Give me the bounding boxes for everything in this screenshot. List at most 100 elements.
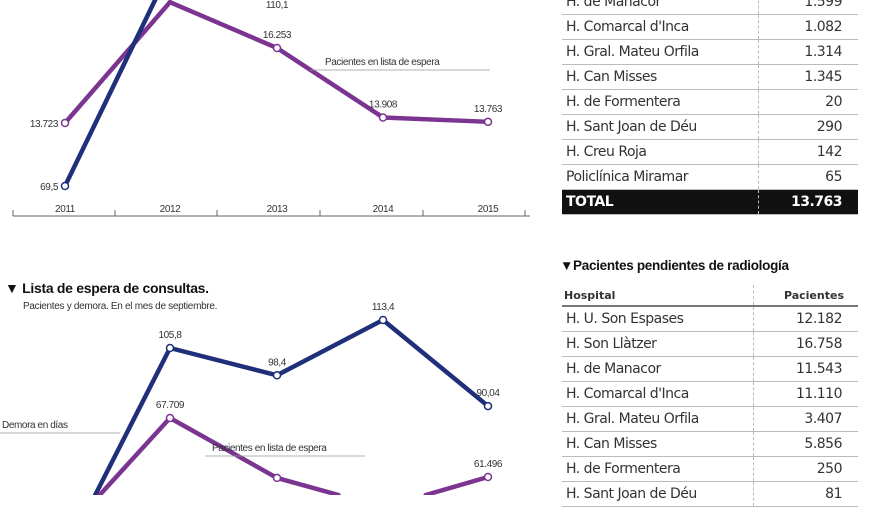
cell-value: 65 bbox=[758, 164, 858, 190]
series-line bbox=[167, 0, 280, 51]
series-line bbox=[380, 317, 491, 409]
col-hospital: Hospital bbox=[562, 285, 754, 307]
data-label: 90,04 bbox=[476, 388, 500, 399]
data-point bbox=[165, 343, 175, 353]
cell-hospital: H. Can Misses bbox=[562, 431, 754, 457]
table-row: H. U. Son Espases 12.182 bbox=[562, 306, 858, 332]
cell-value: 11.543 bbox=[753, 356, 858, 382]
series-line bbox=[92, 345, 173, 495]
series-name-label: Pacientes en lista de espera bbox=[212, 443, 327, 454]
cell-hospital: H. Can Misses bbox=[562, 64, 759, 90]
table-row: H. Comarcal d'Inca 11.110 bbox=[562, 381, 858, 407]
cell-hospital: H. Comarcal d'Inca bbox=[562, 381, 754, 407]
data-label: 67.709 bbox=[156, 400, 185, 411]
cell-value: 3.407 bbox=[753, 406, 858, 432]
table-row: H. Sant Joan de Déu 81 bbox=[562, 481, 858, 507]
data-label: 61.496 bbox=[474, 459, 503, 470]
data-label: 16.253 bbox=[263, 30, 292, 41]
cell-hospital: H. Gral. Mateu Orfila bbox=[562, 406, 754, 432]
table-row: H. Comarcal d'Inca 1.082 bbox=[562, 14, 858, 40]
data-label: 113,4 bbox=[372, 302, 395, 313]
data-point bbox=[483, 472, 493, 482]
data-point bbox=[60, 118, 70, 128]
cell-value: 20 bbox=[758, 89, 858, 115]
cell-hospital: H. Comarcal d'Inca bbox=[562, 14, 759, 40]
cell-hospital: H. Gral. Mateu Orfila bbox=[562, 39, 759, 65]
chart2-title: ▼ Lista de espera de consultas. bbox=[5, 280, 209, 296]
data-point bbox=[272, 43, 282, 53]
cell-value: 290 bbox=[758, 114, 858, 140]
data-point bbox=[483, 401, 493, 411]
triangle-icon: ▼ bbox=[5, 280, 23, 296]
total-row: TOTAL 13.763 bbox=[562, 189, 858, 215]
cell-hospital: H. U. Son Espases bbox=[562, 306, 754, 332]
data-point bbox=[272, 473, 282, 483]
cell-hospital: H. Sant Joan de Déu bbox=[562, 114, 759, 140]
chart2-subtitle: Pacientes y demora. En el mes de septiem… bbox=[23, 301, 218, 312]
data-label: 13.908 bbox=[369, 100, 398, 111]
table-row: H. de Formentera 250 bbox=[562, 456, 858, 482]
table-row: H. Creu Roja 142 bbox=[562, 139, 858, 165]
series-line bbox=[274, 45, 386, 120]
series-line bbox=[274, 317, 386, 378]
cell-value: 1.314 bbox=[758, 39, 858, 65]
table-row: H. Sant Joan de Déu 290 bbox=[562, 114, 858, 140]
data-label: 69,5 bbox=[40, 182, 59, 193]
cell-value: 12.182 bbox=[753, 306, 858, 332]
series-line bbox=[62, 0, 173, 126]
table-row: H. Gral. Mateu Orfila 3.407 bbox=[562, 406, 858, 432]
cell-hospital: Policlínica Miramar bbox=[562, 164, 759, 190]
table2-title: ▼Pacientes pendientes de radiología bbox=[560, 258, 789, 273]
cell-hospital: H. Sant Joan de Déu bbox=[562, 481, 754, 507]
table-row: H. Gral. Mateu Orfila 1.314 bbox=[562, 39, 858, 65]
col-pacientes: Pacientes bbox=[753, 285, 858, 307]
cell-hospital: H. de Formentera bbox=[562, 89, 759, 115]
cell-value: 142 bbox=[758, 139, 858, 165]
table-lista-espera: H. de Manacor 1.599 H. Comarcal d'Inca 1.08… bbox=[562, 0, 858, 215]
cell-hospital: H. de Formentera bbox=[562, 456, 754, 482]
cell-value: 13.763 bbox=[758, 189, 858, 215]
data-label: 105,8 bbox=[158, 330, 182, 341]
data-label: 110,1 bbox=[266, 0, 289, 11]
table-header: Hospital Pacientes bbox=[562, 285, 858, 307]
series-line bbox=[167, 415, 280, 481]
cell-value: 1.082 bbox=[758, 14, 858, 40]
x-tick-label: 2014 bbox=[373, 204, 394, 215]
data-point bbox=[165, 413, 175, 423]
cell-value: 1.599 bbox=[758, 0, 858, 15]
cell-hospital: H. Son Llàtzer bbox=[562, 331, 754, 357]
x-tick-label: 2011 bbox=[55, 204, 76, 215]
cell-value: 81 bbox=[753, 481, 858, 507]
data-point bbox=[378, 315, 388, 325]
data-label: 13.763 bbox=[474, 104, 503, 115]
table-row: H. de Manacor 11.543 bbox=[562, 356, 858, 382]
x-tick-label: 2012 bbox=[160, 204, 181, 215]
cell-hospital: H. Creu Roja bbox=[562, 139, 759, 165]
cell-value: 16.758 bbox=[753, 331, 858, 357]
data-point bbox=[60, 181, 70, 191]
series-line bbox=[62, 0, 158, 189]
table-row: H. de Manacor 1.599 bbox=[562, 0, 858, 15]
cell-hospital: H. de Manacor bbox=[562, 0, 759, 15]
series-line bbox=[274, 475, 341, 495]
cell-hospital: H. de Manacor bbox=[562, 356, 754, 382]
table-row: H. Son Llàtzer 16.758 bbox=[562, 331, 858, 357]
series-line bbox=[380, 115, 491, 125]
table-row: H. Can Misses 5.856 bbox=[562, 431, 858, 457]
series-line bbox=[97, 415, 173, 495]
data-point bbox=[378, 113, 388, 122]
series-line bbox=[423, 474, 491, 495]
table-row: H. de Formentera 20 bbox=[562, 89, 858, 115]
data-point bbox=[483, 117, 493, 127]
cell-value: 11.110 bbox=[753, 381, 858, 407]
data-label: 98,4 bbox=[268, 357, 287, 368]
x-tick-label: 2013 bbox=[267, 204, 288, 215]
series-line bbox=[167, 345, 280, 378]
cell-value: 1.345 bbox=[758, 64, 858, 90]
table-row: H. Can Misses 1.345 bbox=[562, 64, 858, 90]
table-radiologia: Hospital Pacientes H. U. Son Espases 12.18… bbox=[562, 285, 858, 507]
cell-value: 250 bbox=[753, 456, 858, 482]
series-name-label: Demora en días bbox=[2, 420, 68, 431]
cell-value: 5.856 bbox=[753, 431, 858, 457]
series-name-label: Pacientes en lista de espera bbox=[325, 57, 440, 68]
